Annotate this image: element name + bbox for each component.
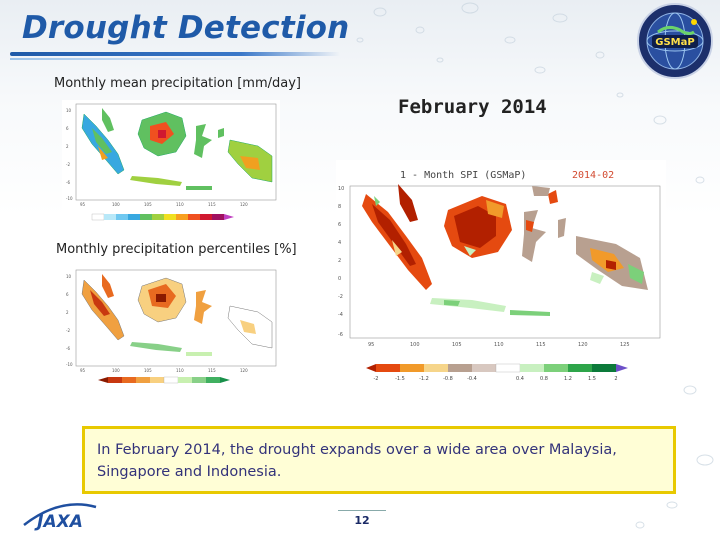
spi-tick: 0.4 [516,376,524,382]
svg-text:-10: -10 [66,196,73,201]
svg-text:120: 120 [240,202,248,207]
spi-tick: -0.8 [443,376,453,382]
spi-tick: 2 [614,376,617,382]
slide-title: Drought Detection [22,10,350,46]
svg-text:100: 100 [410,342,420,348]
mean-colorbar [91,213,234,221]
svg-text:105: 105 [452,342,462,348]
svg-text:115: 115 [536,342,546,348]
svg-text:95: 95 [80,368,86,373]
svg-text:100: 100 [112,368,120,373]
svg-text:2: 2 [66,310,69,315]
svg-text:95: 95 [80,202,86,207]
svg-text:110: 110 [176,368,184,373]
label-mean-precipitation: Monthly mean precipitation [mm/day] [54,76,301,91]
mean-precipitation-map: 10 6 2 -2 -6 -10 95 100 105 110 115 120 [62,100,280,226]
title-underline-accent [10,58,270,60]
spi-tick: -0.4 [467,376,477,382]
title-underline [10,52,340,56]
svg-text:115: 115 [208,368,216,373]
spi-map: 1 - Month SPI (GSMaP) 2014-02 10 8 6 4 2 0 -2-… [336,160,666,382]
caption-text: In February 2014, the drought expands ov… [97,442,617,480]
svg-text:6: 6 [66,292,69,297]
spi-tick: 1.2 [564,376,572,382]
label-precipitation-percentiles: Monthly precipitation percentiles [%] [56,242,297,257]
svg-text:100: 100 [112,202,120,207]
svg-text:6: 6 [338,222,341,228]
svg-text:-2: -2 [66,328,70,333]
svg-text:-10: -10 [66,362,73,367]
spi-tick: 0.8 [540,376,548,382]
svg-text:-6: -6 [338,332,343,338]
spi-title: 1 - Month SPI (GSMaP) [400,170,526,181]
percentile-map: 10 6 2 -2 -6 -10 95 100 105 110 115 120 [62,266,280,394]
spi-tick: 1.5 [588,376,596,382]
spi-colorbar: -2 -1.5 -1.2 -0.8 -0.4 0.4 0.8 1.2 1.5 2 [366,363,628,382]
date-label: February 2014 [398,96,547,118]
svg-text:110: 110 [494,342,504,348]
svg-text:10: 10 [66,108,72,113]
svg-text:110: 110 [176,202,184,207]
svg-text:105: 105 [144,202,152,207]
svg-text:-2: -2 [66,162,70,167]
svg-text:8: 8 [338,204,341,210]
svg-text:-4: -4 [338,312,343,318]
jaxa-logo: JAXA [23,503,97,532]
percentile-colorbar [98,376,230,384]
page-number: 12 [354,514,370,527]
svg-text:120: 120 [578,342,588,348]
svg-text:-2: -2 [338,294,343,300]
svg-text:105: 105 [144,368,152,373]
svg-text:0: 0 [338,276,341,282]
svg-text:-6: -6 [66,346,70,351]
svg-text:10: 10 [66,274,72,279]
spi-date: 2014-02 [572,170,614,181]
svg-text:95: 95 [368,342,374,348]
svg-text:10: 10 [338,186,344,192]
logo-text: GSMaP [655,37,694,48]
svg-text:2: 2 [66,144,69,149]
page-number-rule [338,510,386,511]
svg-text:4: 4 [338,240,341,246]
spi-tick: -1.2 [419,376,429,382]
caption-box: In February 2014, the drought expands ov… [82,426,676,494]
svg-text:2: 2 [338,258,341,264]
svg-text:120: 120 [240,368,248,373]
gsmap-logo: GSMaP [637,3,713,79]
svg-text:-6: -6 [66,180,70,185]
svg-text:125: 125 [620,342,630,348]
svg-text:115: 115 [208,202,216,207]
jaxa-text: JAXA [34,512,83,532]
svg-text:6: 6 [66,126,69,131]
spi-tick: -2 [374,376,379,382]
spi-tick: -1.5 [395,376,405,382]
